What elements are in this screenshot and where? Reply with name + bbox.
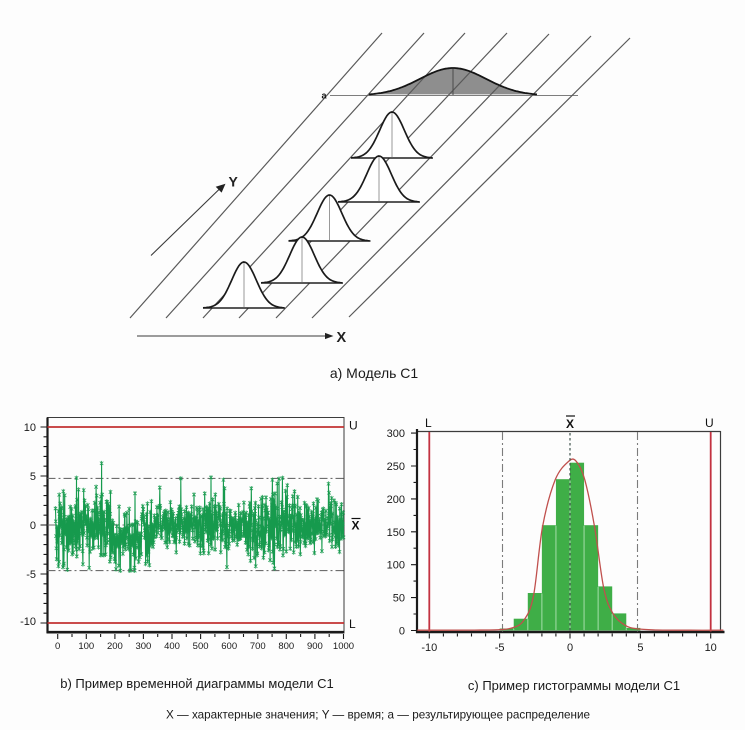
svg-text:0: 0 — [30, 520, 36, 532]
svg-text:-10: -10 — [421, 642, 437, 654]
svg-text:0: 0 — [55, 641, 60, 652]
svg-text:-10: -10 — [20, 616, 36, 628]
svg-text:5: 5 — [637, 642, 643, 654]
svg-text:X — характерные значения; Y —: X — характерные значения; Y — время; а —… — [166, 709, 590, 722]
svg-text:50: 50 — [393, 593, 405, 605]
svg-text:-5: -5 — [495, 642, 505, 654]
svg-text:150: 150 — [387, 527, 405, 539]
svg-text:5: 5 — [30, 471, 36, 483]
svg-text:400: 400 — [164, 641, 180, 652]
svg-text:X: X — [337, 330, 347, 346]
svg-text:b) Пример временной диаграммы: b) Пример временной диаграммы модели С1 — [60, 676, 333, 691]
svg-text:L: L — [425, 416, 432, 430]
svg-text:U: U — [349, 419, 358, 433]
svg-text:300: 300 — [387, 428, 405, 440]
svg-text:800: 800 — [278, 641, 294, 652]
svg-text:200: 200 — [387, 494, 405, 506]
svg-text:Y: Y — [229, 174, 239, 190]
svg-text:250: 250 — [387, 461, 405, 473]
svg-text:0: 0 — [567, 642, 573, 654]
svg-text:L: L — [349, 617, 356, 631]
svg-text:300: 300 — [135, 641, 151, 652]
svg-text:600: 600 — [221, 641, 237, 652]
svg-text:100: 100 — [387, 560, 405, 572]
svg-text:100: 100 — [78, 641, 94, 652]
svg-text:a) Модель С1: a) Модель С1 — [330, 365, 419, 381]
svg-text:700: 700 — [250, 641, 266, 652]
svg-text:0: 0 — [399, 626, 405, 638]
svg-text:200: 200 — [107, 641, 123, 652]
svg-text:10: 10 — [705, 642, 717, 654]
svg-text:c) Пример гистограммы модели С: c) Пример гистограммы модели С1 — [468, 678, 680, 693]
svg-text:10: 10 — [24, 422, 36, 434]
svg-text:U: U — [705, 416, 714, 430]
svg-text:X: X — [352, 519, 360, 533]
svg-text:1000: 1000 — [333, 641, 354, 652]
svg-text:900: 900 — [307, 641, 323, 652]
svg-text:X: X — [566, 417, 574, 431]
svg-text:-5: -5 — [26, 569, 36, 581]
svg-text:500: 500 — [193, 641, 209, 652]
svg-text:a: a — [321, 91, 327, 101]
